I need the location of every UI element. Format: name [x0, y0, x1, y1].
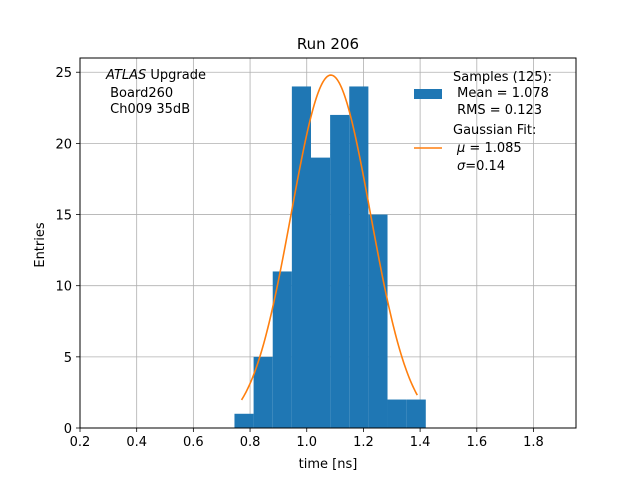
annotation-line-2: Board260	[106, 86, 173, 101]
x-tick-label: 0.8	[240, 435, 261, 450]
x-tick-label: 0.6	[183, 435, 204, 450]
x-tick-label: 1.6	[466, 435, 487, 450]
annotation-upgrade: Upgrade	[146, 68, 206, 83]
x-tick-label: 1.4	[410, 435, 431, 450]
legend-mu-value: = 1.085	[465, 141, 521, 156]
gaussian-fit-curve	[240, 74, 418, 401]
histogram-bar	[234, 413, 254, 428]
legend-sigma-symbol: σ	[457, 159, 466, 174]
x-tick-label: 1.0	[296, 435, 317, 450]
annotation-line-3: Ch009 35dB	[106, 102, 190, 117]
annotation-line-1: ATLAS Upgrade	[105, 68, 206, 83]
legend-mu-symbol: μ	[456, 141, 465, 156]
x-tick-label: 1.8	[523, 435, 544, 450]
legend-histogram-line-1: Samples (125):	[453, 70, 552, 85]
histogram-bar	[272, 271, 292, 428]
histogram-bar	[310, 157, 331, 428]
x-axis-title: time [ns]	[299, 457, 358, 472]
x-tick-label: 0.4	[126, 435, 147, 450]
annotation-atlas: ATLAS	[105, 68, 146, 83]
y-tick-label: 15	[55, 209, 72, 224]
x-tick-label: 0.2	[70, 435, 91, 450]
legend-histogram-line-3: RMS = 0.123	[453, 103, 542, 118]
legend-fit-line-2: μ = 1.085	[456, 141, 522, 156]
histogram-bar	[387, 399, 407, 428]
histogram-bar	[349, 86, 369, 428]
legend: Samples (125): Mean = 1.078 RMS = 0.123 …	[414, 70, 552, 174]
histogram-bars	[234, 86, 426, 428]
x-tick-label: 1.2	[353, 435, 374, 450]
histogram-bar	[406, 399, 426, 428]
y-axis-title: Entries	[33, 222, 48, 268]
histogram-bar	[291, 86, 311, 428]
legend-fit-line-1: Gaussian Fit:	[453, 123, 536, 138]
axis-ticks: 0.2 0.4 0.6 0.8 1.0 1.2 1.4 1.6 1.8 0 5 10 15 20 25	[55, 66, 543, 450]
experiment-annotation: ATLAS Upgrade Board260 Ch009 35dB	[105, 68, 206, 117]
y-tick-label: 0	[64, 422, 72, 437]
y-tick-label: 5	[64, 351, 72, 366]
histogram-bar	[368, 214, 388, 428]
y-tick-label: 25	[55, 66, 72, 81]
histogram-bar	[253, 356, 273, 428]
legend-sigma-value: =0.14	[465, 159, 505, 174]
legend-histogram-swatch	[414, 89, 442, 99]
histogram-bar	[330, 114, 350, 428]
y-tick-label: 10	[55, 280, 72, 295]
legend-histogram-line-2: Mean = 1.078	[453, 86, 549, 101]
legend-fit-line-3: σ=0.14	[457, 159, 505, 174]
gaussian-fit	[240, 74, 418, 401]
plot-area-frame	[79, 57, 577, 429]
y-tick-label: 20	[55, 137, 72, 152]
chart-title: Run 206	[297, 35, 359, 53]
